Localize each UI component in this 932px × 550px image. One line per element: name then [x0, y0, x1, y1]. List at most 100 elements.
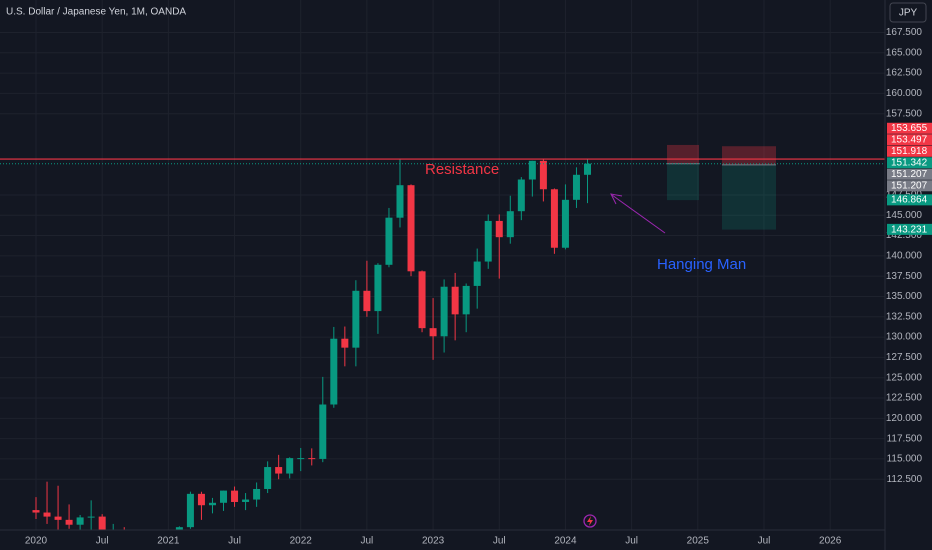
y-tick-label: 157.500: [886, 108, 923, 119]
candle-body: [550, 189, 558, 248]
x-tick-label: Jul: [96, 536, 109, 547]
price-label: 143.231: [891, 224, 928, 235]
candle-body: [208, 502, 216, 506]
event-icon[interactable]: [583, 514, 597, 528]
candle-body: [264, 467, 272, 489]
candle-body: [175, 527, 183, 530]
x-tick-label: 2026: [819, 536, 842, 547]
candle-body: [87, 516, 95, 518]
price-label: 151.918: [891, 146, 928, 157]
x-tick-label: Jul: [228, 536, 241, 547]
y-tick-label: 145.000: [886, 210, 923, 221]
y-tick-label: 125.000: [886, 372, 923, 383]
candle-body: [429, 328, 437, 337]
candle-body: [572, 174, 580, 200]
price-label: 151.207: [891, 181, 928, 192]
y-tick-label: 117.500: [887, 433, 923, 444]
y-tick-label: 115.000: [887, 454, 923, 465]
candle-body: [584, 163, 591, 175]
candle-body: [473, 261, 481, 286]
price-label-bg: [887, 122, 932, 134]
x-tick-label: 2020: [25, 536, 48, 547]
y-tick-label: 120.000: [886, 413, 923, 424]
candle-body: [341, 338, 349, 348]
candle-body: [495, 220, 503, 238]
candle-body: [253, 488, 261, 500]
candle-body: [220, 490, 228, 503]
candle-body: [43, 512, 51, 517]
position-reward: [667, 163, 699, 201]
candle-body: [528, 160, 536, 180]
x-tick-label: Jul: [361, 536, 374, 547]
price-label: 153.497: [891, 135, 928, 146]
y-tick-label: 167.500: [886, 27, 923, 38]
price-label-bg: [887, 145, 932, 157]
candle-body: [231, 490, 239, 502]
candle-body: [65, 519, 73, 525]
y-tick-label: 135.000: [886, 291, 923, 302]
plot-area: [0, 144, 885, 530]
candle-body: [186, 493, 194, 528]
event-icon-bolt: [587, 516, 593, 526]
y-tick-label: 112.500: [887, 474, 923, 485]
price-label-bg: [887, 194, 932, 206]
candle-body: [308, 458, 316, 460]
position-reward: [722, 164, 776, 230]
price-label: 151.207: [891, 169, 928, 180]
candle-body: [32, 510, 40, 513]
price-label-bg: [887, 157, 932, 169]
x-tick-label: 2021: [157, 536, 180, 547]
candle-body: [418, 271, 426, 329]
currency-label[interactable]: JPY: [899, 8, 918, 19]
y-tick-label: 160.000: [886, 88, 923, 99]
candle-body: [98, 516, 106, 530]
candle-body: [242, 499, 250, 502]
x-tick-label: 2022: [290, 536, 313, 547]
x-tick-label: 2023: [422, 536, 445, 547]
candle-body: [451, 286, 459, 315]
currency-button[interactable]: [889, 2, 927, 23]
candle-body: [484, 220, 492, 262]
candle-body: [54, 516, 62, 520]
candle-body: [396, 185, 404, 218]
candle-body: [352, 290, 360, 348]
price-label: 151.342: [891, 158, 928, 169]
price-label-bg: [887, 180, 932, 192]
candle-body: [440, 286, 448, 337]
y-tick-label: 162.500: [886, 68, 923, 79]
y-tick-label: 140.000: [886, 251, 923, 262]
candle-body: [76, 517, 84, 525]
price-label-bg: [887, 168, 932, 180]
chart-title: U.S. Dollar / Japanese Yen, 1M, OANDA: [6, 7, 186, 18]
x-tick-label: Jul: [625, 536, 638, 547]
arrow-head: [610, 193, 623, 205]
x-tick-label: Jul: [493, 536, 506, 547]
y-tick-label: 137.500: [886, 271, 923, 282]
price-axis: 112.500 115.000 117.500 120.000 122.500 125.0…: [886, 27, 923, 485]
candle-body: [517, 179, 525, 212]
candle-body: [539, 160, 547, 190]
candle-body: [462, 285, 470, 315]
annotation: Hanging Man: [657, 256, 746, 273]
candle-body: [286, 458, 294, 474]
resistance-label: Resistance: [425, 161, 499, 178]
candle-body: [275, 467, 283, 474]
candle-body: [506, 211, 514, 238]
price-label: 146.864: [891, 195, 928, 206]
price-label-bg: [887, 223, 932, 235]
price-label: 153.655: [891, 123, 928, 134]
grid: [0, 0, 885, 530]
price-label-bg: [887, 134, 932, 146]
arrow: [611, 194, 666, 234]
candle-body: [297, 458, 305, 460]
x-tick-label: 2024: [554, 536, 577, 547]
y-tick-label: 132.500: [886, 311, 923, 322]
candle-body: [363, 290, 371, 312]
position-risk: [722, 146, 776, 165]
y-tick-label: 142.500: [886, 230, 923, 241]
x-tick-label: Jul: [758, 536, 771, 547]
candle-body: [374, 264, 382, 312]
